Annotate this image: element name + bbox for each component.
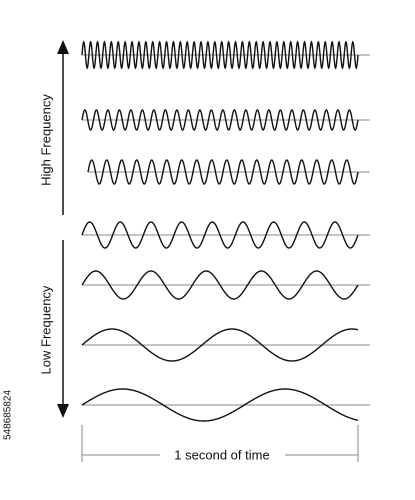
wave [81,221,359,249]
wave [81,388,359,422]
down-arrow-head [57,404,69,418]
wave [81,109,359,131]
wave [81,328,359,362]
high-frequency-label: High Frequency [38,94,53,186]
wave [81,40,359,70]
wave [87,159,359,185]
waves [81,40,370,422]
stock-id: 548685824 [3,390,14,440]
time-label: 1 second of time [174,447,269,462]
wave [81,270,359,300]
low-frequency-label: Low Frequency [38,285,53,374]
up-arrow-head [57,40,69,54]
